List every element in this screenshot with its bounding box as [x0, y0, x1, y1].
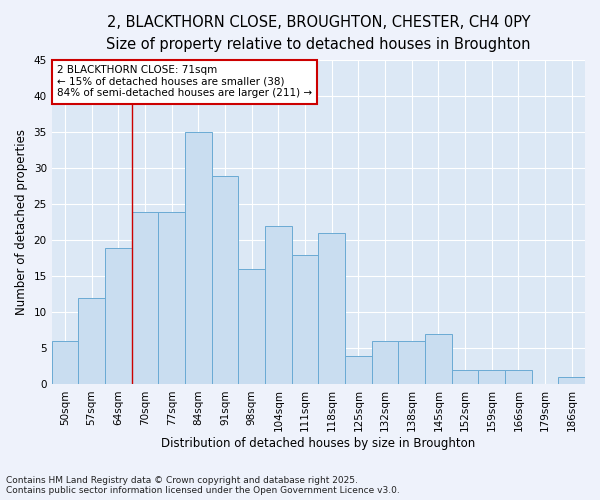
X-axis label: Distribution of detached houses by size in Broughton: Distribution of detached houses by size …	[161, 437, 475, 450]
Bar	[452, 370, 478, 384]
Bar	[319, 233, 345, 384]
Bar	[398, 341, 425, 384]
Bar	[265, 226, 292, 384]
Bar	[425, 334, 452, 384]
Bar	[131, 212, 158, 384]
Bar	[185, 132, 212, 384]
Bar	[238, 269, 265, 384]
Bar	[505, 370, 532, 384]
Bar	[79, 298, 105, 384]
Y-axis label: Number of detached properties: Number of detached properties	[15, 130, 28, 316]
Bar	[292, 255, 319, 384]
Bar	[371, 341, 398, 384]
Bar	[158, 212, 185, 384]
Bar	[345, 356, 371, 384]
Bar	[478, 370, 505, 384]
Title: 2, BLACKTHORN CLOSE, BROUGHTON, CHESTER, CH4 0PY
Size of property relative to de: 2, BLACKTHORN CLOSE, BROUGHTON, CHESTER,…	[106, 15, 530, 52]
Bar	[559, 378, 585, 384]
Text: 2 BLACKTHORN CLOSE: 71sqm
← 15% of detached houses are smaller (38)
84% of semi-: 2 BLACKTHORN CLOSE: 71sqm ← 15% of detac…	[57, 65, 312, 98]
Text: Contains HM Land Registry data © Crown copyright and database right 2025.
Contai: Contains HM Land Registry data © Crown c…	[6, 476, 400, 495]
Bar	[52, 341, 79, 384]
Bar	[105, 248, 131, 384]
Bar	[212, 176, 238, 384]
